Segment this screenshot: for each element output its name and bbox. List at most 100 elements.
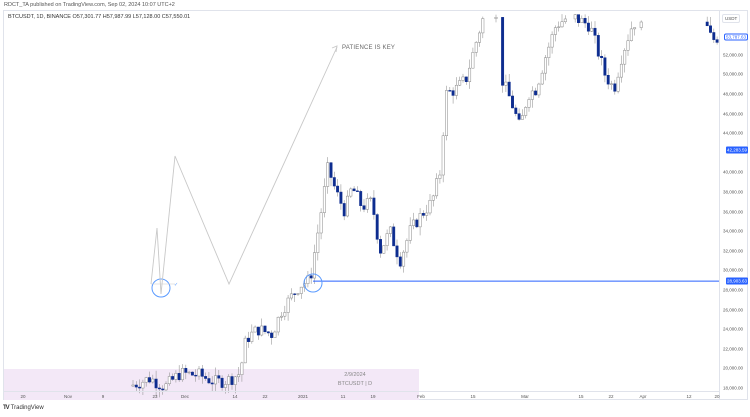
candle-up [313, 252, 316, 279]
candle-up [365, 198, 369, 210]
candle-up [633, 27, 637, 30]
candle-up [319, 212, 323, 234]
candle-up [286, 297, 290, 313]
candle-down [336, 185, 340, 193]
candle-up [547, 46, 551, 58]
time-tick: Feb [417, 394, 425, 399]
candle-up [141, 381, 145, 389]
candle-up [540, 72, 544, 85]
candle-up [385, 233, 389, 246]
candle-down [514, 107, 518, 114]
candle-up [164, 383, 168, 391]
candle-down [352, 188, 356, 192]
candle-up [478, 32, 481, 43]
candle-down [593, 27, 597, 36]
candle-up [289, 293, 293, 299]
candle-up [530, 90, 534, 100]
price-tag-lower: 28,903.63 [725, 277, 748, 285]
candle-down [217, 375, 221, 379]
candle-down [517, 113, 521, 120]
candle-up [610, 83, 613, 85]
candle-up [167, 376, 171, 384]
candle-down [534, 90, 538, 96]
candle-up [626, 40, 630, 51]
candle-up [619, 63, 623, 78]
candle-up [408, 225, 412, 241]
time-tick: Apr [639, 394, 647, 399]
last-price-tag: 53,787.63 [723, 33, 748, 41]
candle-down [464, 76, 468, 82]
candle-up [369, 197, 373, 200]
candle-down [161, 388, 165, 391]
candle-down [184, 368, 188, 373]
chart-plot-area[interactable]: ✓ [3, 10, 719, 404]
candle-down [583, 18, 587, 24]
candle-down [392, 226, 396, 247]
candle-up [527, 99, 531, 108]
price-tick: 32,000.00 [722, 248, 743, 254]
time-tick: 14 [232, 394, 238, 399]
candle-down [207, 378, 211, 384]
candle-down [157, 387, 161, 390]
candle-up [151, 378, 155, 383]
candle-up [316, 232, 320, 253]
ohlc-legend: BTCUSDT, 1D, BINANCE O57,301.77 H57,987.… [8, 14, 191, 20]
candle-up [580, 18, 584, 23]
candle-down [329, 162, 333, 178]
candle-up [431, 195, 435, 201]
price-tag-upper: 42,283.59 [725, 146, 748, 154]
price-tick: 18,000.00 [722, 385, 743, 391]
candle-up [468, 67, 472, 82]
candle-down [355, 190, 359, 192]
highlight-circle-left [151, 278, 171, 298]
candlestick-chart[interactable]: ✓ [3, 10, 719, 404]
time-tick: 22 [608, 394, 614, 399]
time-tick: 2021 [297, 394, 309, 399]
time-tick: 23 [152, 394, 158, 399]
candle-down [375, 214, 379, 240]
candle-up [187, 371, 191, 374]
currency-label[interactable]: USDT [722, 14, 741, 23]
price-tick: 22,000.00 [722, 346, 743, 352]
candle-down [256, 326, 260, 336]
candle-down [507, 81, 511, 97]
time-axis[interactable]: 20 Nov 9 23 Dec 14 22 2021 11 19 Feb 15 Mar 15 22 Apr 12… [3, 391, 720, 402]
candle-up [326, 162, 330, 187]
candle-up [553, 27, 557, 35]
candle-up [428, 200, 432, 214]
candle-up [629, 28, 633, 41]
symbol-watermark: 2/9/2024 BTCUSDT | D [330, 371, 380, 389]
time-tick: Nov [63, 394, 73, 399]
candle-up [441, 135, 445, 176]
price-axis[interactable]: 52,000.00 50,000.00 48,000.00 46,000.00 44,0… [719, 10, 749, 400]
tv-logo-icon: TV [3, 405, 10, 411]
candle-up [253, 326, 257, 333]
candle-down [362, 205, 366, 210]
candle-down [332, 177, 336, 187]
candle-up [283, 312, 287, 317]
candle-down [177, 373, 181, 381]
arrow-head-icon [331, 45, 338, 53]
candle-down [138, 386, 142, 389]
candle-down [596, 35, 600, 57]
candle-down [359, 191, 363, 206]
candle-down [511, 95, 514, 109]
candle-up [299, 286, 303, 294]
price-tick: 34,000.00 [722, 228, 743, 234]
candle-up [174, 373, 178, 380]
time-tick: 15 [578, 394, 584, 399]
candle-down [293, 293, 297, 295]
price-tick: 28,000.00 [722, 287, 743, 293]
chart-title-annotation: PATIENCE IS KEY [342, 45, 396, 51]
candle-down [342, 203, 346, 217]
candle-up [616, 76, 620, 92]
candle-down [309, 275, 313, 279]
price-tick: 38,000.00 [722, 189, 743, 195]
candle-up [623, 50, 627, 65]
candle-up [349, 188, 353, 197]
candle-up [131, 384, 135, 387]
candle-down [190, 371, 194, 376]
candle-down [705, 21, 709, 27]
candle-up [563, 18, 567, 22]
candle-up [445, 90, 448, 136]
